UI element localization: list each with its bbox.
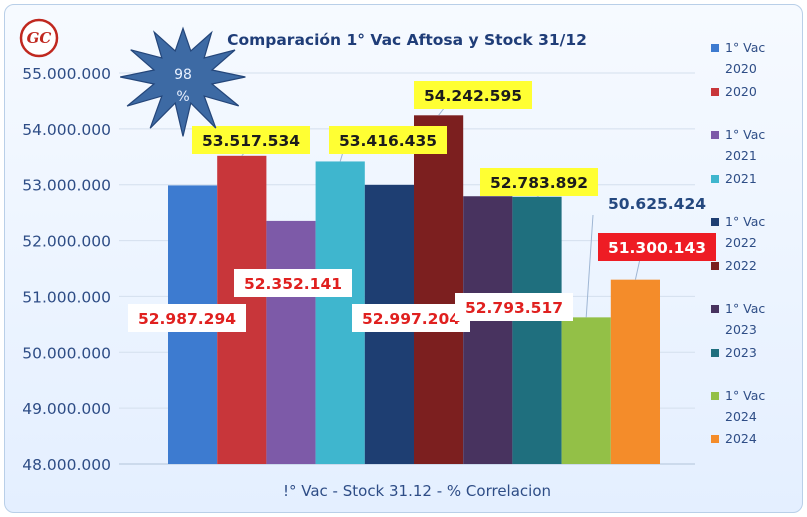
legend-label-line2: 2023: [725, 322, 757, 337]
y-tick-label: 55.000.000: [22, 65, 111, 83]
legend-label: 2021: [725, 171, 757, 186]
label-leader-line: [585, 214, 594, 318]
legend-swatch: [711, 131, 719, 139]
data-label-box: [352, 304, 470, 332]
legend-swatch: [711, 435, 719, 443]
y-tick-label: 54.000.000: [22, 121, 111, 139]
bar-2022: [414, 115, 464, 464]
logo: GC: [19, 18, 59, 58]
y-axis: 48.000.000 49.000.000 50.000.000 51.000.000…: [22, 65, 111, 474]
legend-item: 1° Vac 2024: [711, 388, 765, 424]
bar-2024: [610, 279, 660, 464]
logo-text: GC: [27, 29, 52, 47]
data-label-box: [329, 126, 447, 154]
legend-swatch: [711, 218, 719, 226]
data-label: 54.242.595: [424, 87, 522, 105]
label-leader-line: [634, 258, 641, 280]
legend-swatch: [711, 305, 719, 313]
legend-swatch: [711, 262, 719, 270]
bar-chart: 48.000.000 49.000.000 50.000.000 51.000.000…: [19, 18, 765, 500]
legend-item: 1° Vac 2021: [711, 127, 765, 163]
legend-item: 2021: [711, 171, 757, 186]
y-tick-label: 53.000.000: [22, 177, 111, 195]
legend-item: 2024: [711, 431, 757, 446]
legend-swatch: [711, 88, 719, 96]
chart-frame: 48.000.000 49.000.000 50.000.000 51.000.000…: [4, 4, 803, 513]
x-axis-label: !° Vac - Stock 31.12 - % Correlacion: [283, 482, 551, 500]
data-label-box: [192, 126, 310, 154]
legend-item: 2020: [711, 84, 757, 99]
badge-unit: %: [176, 89, 189, 105]
legend: 1° Vac 2020 2020 1° Vac 2021 2021 1° Vac 2022 20…: [711, 40, 765, 446]
data-label: 52.997.204: [362, 310, 460, 328]
bar-1-vac-2021: [266, 220, 316, 464]
legend-label: 2024: [725, 431, 757, 446]
starburst-icon: [120, 26, 246, 137]
data-label-box: [455, 293, 573, 321]
legend-label-line2: 2024: [725, 409, 757, 424]
y-tick-label: 48.000.000: [22, 456, 111, 474]
data-label: 51.300.143: [608, 239, 706, 257]
legend-item: 1° Vac 2023: [711, 301, 765, 337]
y-tick-label: 51.000.000: [22, 288, 111, 306]
data-label: 53.416.435: [339, 132, 437, 150]
legend-item: 1° Vac 2022: [711, 214, 765, 250]
data-label-box: [128, 304, 246, 332]
legend-label: 2023: [725, 345, 757, 360]
y-tick-label: 50.000.000: [22, 344, 111, 362]
percent-badge: 98 %: [120, 26, 246, 137]
data-label: 52.793.517: [465, 299, 563, 317]
legend-item: 2023: [711, 345, 757, 360]
legend-label-line2: 2021: [725, 148, 757, 163]
logo-circle-icon: [19, 18, 59, 58]
legend-swatch: [711, 392, 719, 400]
data-label: 50.625.424: [608, 195, 706, 213]
legend-label: 2020: [725, 84, 757, 99]
badge-value: 98: [174, 67, 192, 83]
bar-1-vac-2023: [463, 196, 513, 464]
legend-label: 1° Vac: [725, 40, 765, 55]
legend-label: 1° Vac: [725, 214, 765, 229]
legend-label: 1° Vac: [725, 127, 765, 142]
data-label-box: [234, 269, 352, 297]
legend-item: 1° Vac 2020: [711, 40, 765, 76]
y-tick-label: 49.000.000: [22, 400, 111, 418]
legend-label: 1° Vac: [725, 388, 765, 403]
bar-2023: [512, 196, 562, 464]
legend-swatch: [711, 349, 719, 357]
legend-swatch: [711, 175, 719, 183]
legend-swatch: [711, 44, 719, 52]
legend-label: 2022: [725, 258, 757, 273]
data-label-box: [414, 81, 532, 109]
chart-title: Comparación 1° Vac Aftosa y Stock 31/12: [227, 31, 587, 49]
data-label-box: [598, 233, 716, 261]
data-label-box: [480, 168, 598, 196]
data-label: 52.783.892: [490, 174, 588, 192]
legend-label-line2: 2020: [725, 61, 757, 76]
data-label: 52.987.294: [138, 310, 236, 328]
legend-label: 1° Vac: [725, 301, 765, 316]
data-labels: 52.987.294 53.517.534 52.352.141 53.416.435…: [128, 81, 716, 332]
legend-label-line2: 2022: [725, 235, 757, 250]
y-tick-label: 52.000.000: [22, 233, 111, 251]
data-label: 53.517.534: [202, 132, 300, 150]
bar-1-vac-2024: [561, 317, 611, 464]
legend-item: 2022: [711, 258, 757, 273]
data-label: 52.352.141: [244, 275, 342, 293]
